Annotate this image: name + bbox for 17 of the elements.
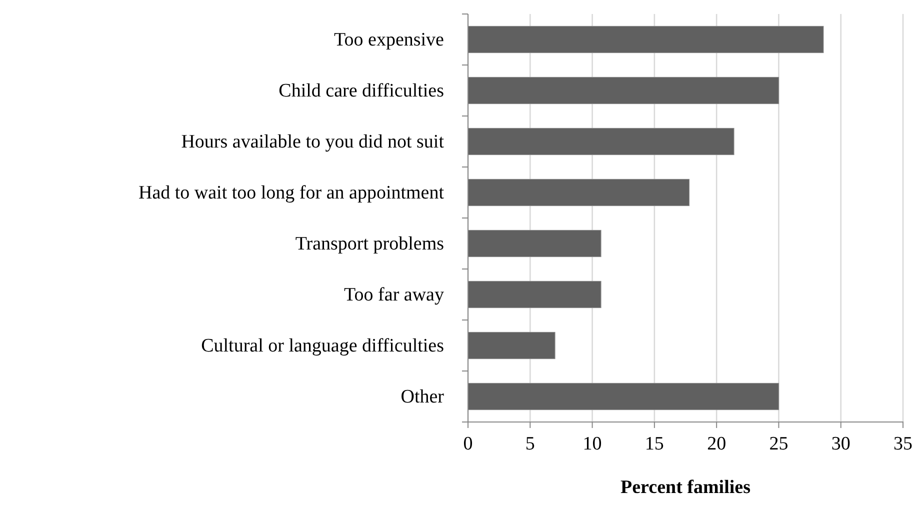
x-tick-label: 30 (831, 433, 850, 454)
y-tick-label: Too expensive (334, 30, 444, 51)
y-tick-label: Had to wait too long for an appointment (138, 182, 445, 204)
x-tick-label: 25 (769, 433, 788, 454)
y-tick-label: Child care difficulties (278, 80, 444, 102)
x-tick-label: 0 (463, 433, 473, 454)
x-tick-label: 10 (582, 433, 602, 454)
x-tick-label: 35 (894, 433, 912, 454)
x-tick-label: 5 (525, 433, 535, 454)
y-tick-label: Other (400, 386, 445, 408)
y-tick-label: Cultural or language difficulties (201, 336, 444, 357)
y-tick-label: Too far away (344, 284, 444, 306)
x-axis-title: Percent families (620, 477, 750, 498)
x-tick-label: 15 (644, 433, 664, 454)
y-tick-label: Hours available to you did not suit (181, 132, 445, 153)
x-tick-label: 20 (707, 433, 726, 454)
y-tick-label: Transport problems (295, 234, 444, 255)
